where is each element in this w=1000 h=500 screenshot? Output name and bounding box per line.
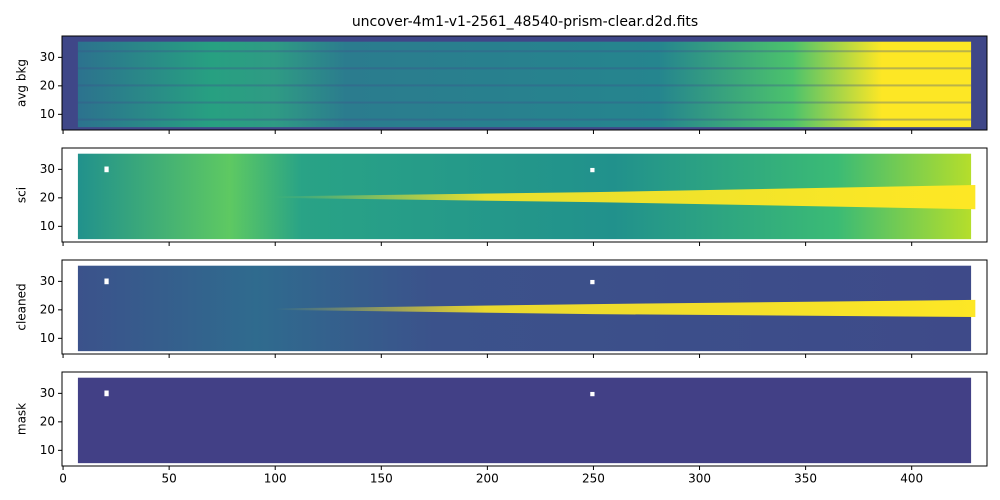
x-tick-label: 150 bbox=[370, 472, 393, 486]
axes-frame bbox=[61, 147, 988, 243]
x-tick-label: 100 bbox=[264, 472, 287, 486]
x-tick-label: 50 bbox=[161, 472, 176, 486]
y-tick-label: 20 bbox=[40, 78, 55, 92]
image-stripe bbox=[77, 84, 972, 87]
image bbox=[77, 41, 972, 128]
y-tick-label: 10 bbox=[40, 331, 55, 345]
y-tick-label: 30 bbox=[40, 274, 55, 288]
image bbox=[77, 377, 972, 464]
image-stripe bbox=[77, 50, 972, 53]
axes-frame bbox=[61, 371, 988, 467]
y-tick-label: 30 bbox=[40, 386, 55, 400]
y-tick-label: 10 bbox=[40, 219, 55, 233]
y-axis-label: sci bbox=[15, 187, 29, 203]
masked-pixel bbox=[104, 278, 109, 285]
y-tick-label: 10 bbox=[40, 107, 55, 121]
chart-title: uncover-4m1-v1-2561_48540-prism-clear.d2… bbox=[352, 14, 698, 30]
image-stripe bbox=[77, 67, 972, 70]
image-stripe bbox=[77, 101, 972, 104]
y-tick-label: 20 bbox=[40, 302, 55, 316]
x-tick-label: 200 bbox=[476, 472, 499, 486]
y-axis-label: avg bkg bbox=[15, 59, 29, 107]
x-tick-label: 400 bbox=[900, 472, 923, 486]
image-stripe bbox=[77, 118, 972, 121]
masked-pixel bbox=[590, 279, 595, 285]
masked-pixel bbox=[104, 390, 109, 397]
y-axis-label: mask bbox=[15, 403, 29, 435]
y-tick-label: 30 bbox=[40, 162, 55, 176]
masked-pixel bbox=[104, 166, 109, 173]
y-tick-label: 10 bbox=[40, 443, 55, 457]
trace bbox=[275, 299, 976, 317]
axes-frame bbox=[61, 35, 988, 131]
trace bbox=[275, 185, 976, 210]
x-tick-label: 0 bbox=[59, 472, 67, 486]
masked-pixel bbox=[590, 167, 595, 173]
x-tick-label: 250 bbox=[582, 472, 605, 486]
x-tick-label: 350 bbox=[794, 472, 817, 486]
y-tick-label: 20 bbox=[40, 414, 55, 428]
y-tick-label: 20 bbox=[40, 190, 55, 204]
x-tick-label: 300 bbox=[688, 472, 711, 486]
y-tick-label: 30 bbox=[40, 50, 55, 64]
y-axis-label: cleaned bbox=[15, 283, 29, 330]
masked-pixel bbox=[590, 391, 595, 397]
axes-frame bbox=[61, 259, 988, 355]
